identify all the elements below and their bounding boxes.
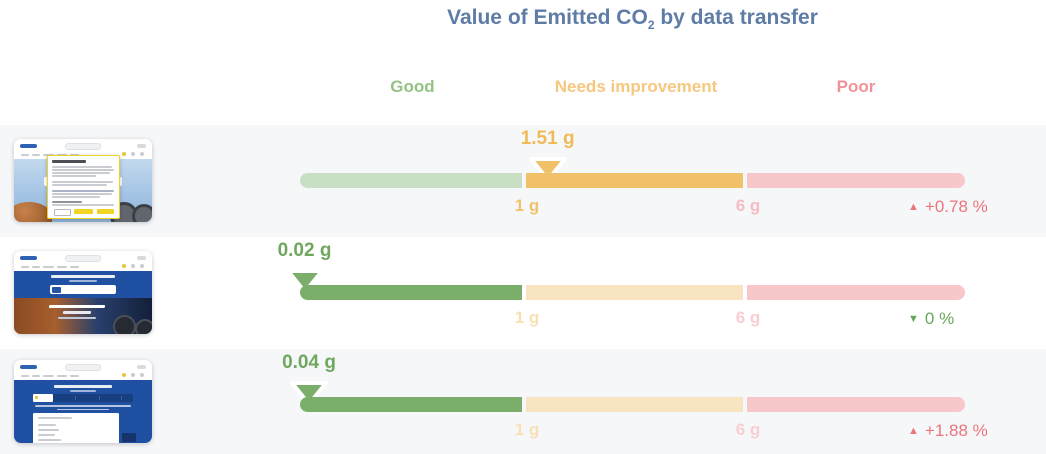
tick-1g: 1 g [514, 308, 540, 327]
list-panel [33, 413, 119, 443]
co2-value: 1.51 g [520, 128, 575, 149]
tick-6g: 6 g [735, 420, 761, 439]
trend-down-icon: ▼ [908, 312, 919, 325]
cookie-decline-button [54, 209, 71, 216]
active-tab [33, 394, 53, 402]
site-search-box [50, 285, 116, 294]
gauge-marker-icon [528, 157, 567, 182]
change-percentage: ▲ +1.88 % [908, 421, 988, 441]
gauge-segment-poor [747, 397, 965, 412]
page-thumbnail-cookie-consent[interactable] [14, 139, 152, 222]
legend-good: Good [390, 77, 435, 96]
tick-1g: 1 g [514, 196, 540, 215]
browser-search-bar [65, 255, 101, 262]
gauge-marker-icon [290, 381, 328, 406]
gauge-segment-needs-improvement [526, 285, 743, 300]
gauge-segment-needs-improvement [526, 397, 743, 412]
page-thumbnail-homepage[interactable] [14, 251, 152, 334]
gauge-segment-poor [747, 173, 965, 188]
change-value: 0 % [924, 309, 955, 328]
nav-icon [122, 151, 126, 156]
trend-up-icon: ▲ [908, 200, 919, 213]
nav-icon [122, 372, 126, 377]
site-logo [20, 144, 37, 148]
cookie-consent-dialog [47, 155, 120, 219]
browser-menu-icon [137, 365, 146, 369]
chart-title: Value of Emitted CO2 by data transfer [447, 6, 818, 33]
gauge-row-2: 0.02 g 1 g 6 g ▼ 0 % [0, 237, 1046, 349]
co2-value: 0.04 g [282, 352, 336, 373]
tire-image [113, 315, 136, 334]
blue-content-area [14, 380, 152, 443]
change-percentage: ▼ 0 % [908, 309, 954, 329]
gauge-segment-good [300, 397, 522, 412]
browser-search-bar [65, 143, 101, 150]
browser-menu-icon [137, 144, 146, 148]
promo-image [14, 298, 152, 334]
change-value: +0.78 % [924, 197, 988, 216]
gauge-marker-icon [285, 269, 324, 294]
gauge-segment-needs-improvement [526, 173, 743, 188]
site-logo [20, 365, 37, 369]
gauge-row-3: 0.04 g 1 g 6 g ▲ +1.88 % [0, 349, 1046, 454]
change-value: +1.88 % [924, 421, 988, 440]
change-percentage: ▲ +0.78 % [908, 197, 988, 217]
browser-search-bar [65, 364, 101, 371]
co2-value: 0.02 g [277, 240, 332, 261]
tick-6g: 6 g [735, 196, 761, 215]
cookie-accept-button [74, 209, 93, 214]
site-logo [20, 256, 37, 260]
gauge-segment-good [300, 173, 522, 188]
cookie-settings-button [97, 209, 114, 214]
autumn-trees-image [14, 202, 52, 222]
legend-poor: Poor [836, 77, 876, 96]
tick-6g: 6 g [735, 308, 761, 327]
gauge-segment-poor [747, 285, 965, 300]
gauge-row-1: 1.51 g 1 g 6 g ▲ +0.78 % [0, 125, 1046, 237]
trend-up-icon: ▲ [908, 424, 919, 437]
page-thumbnail-inner-page[interactable] [14, 360, 152, 443]
tick-1g: 1 g [514, 420, 540, 439]
legend-needs-improvement: Needs improvement [554, 77, 718, 96]
gauge-segment-good [300, 285, 522, 300]
browser-menu-icon [137, 256, 146, 260]
tab-bar [33, 394, 133, 402]
blue-banner [14, 271, 152, 298]
nav-icon [122, 263, 126, 268]
